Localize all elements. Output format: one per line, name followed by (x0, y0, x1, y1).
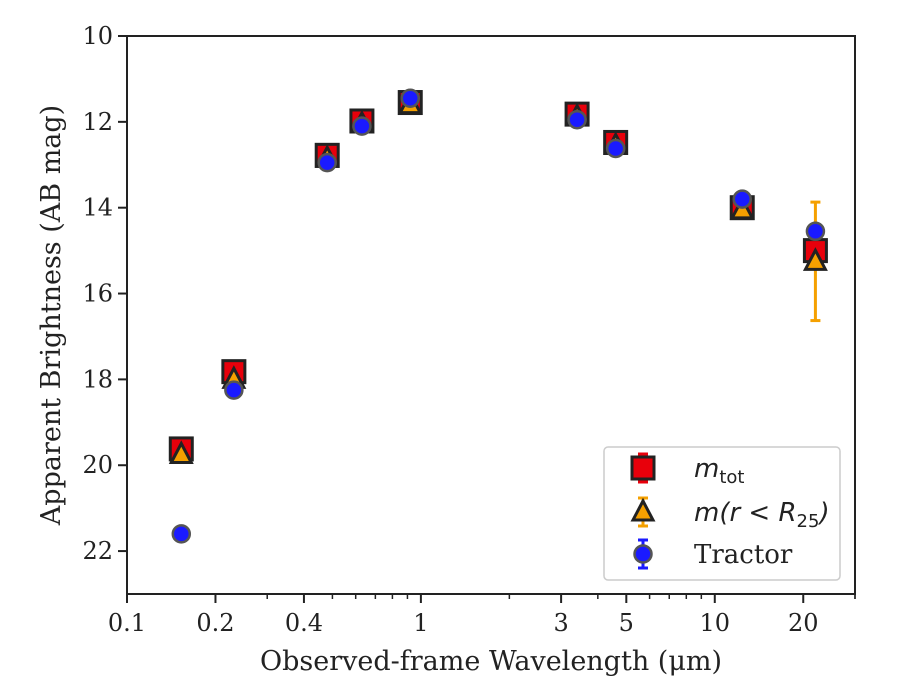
x-tick-label: 3 (553, 609, 568, 637)
legend-square-marker (630, 455, 656, 481)
x-tick-label: 0.2 (196, 609, 234, 637)
y-tick-label: 16 (82, 280, 113, 308)
y-tick-label: 22 (82, 537, 113, 565)
legend-label: m(r < R25) (694, 498, 830, 532)
circle-point (352, 116, 372, 136)
circle-point (224, 380, 244, 400)
legend-label: Tractor (694, 540, 793, 570)
x-tick-label: 1 (413, 609, 428, 637)
circle-point (732, 189, 752, 209)
axis-ticks: 0.1 0.2 0.4 1 3 5 10 20 10 12 14 16 18 20 22 (82, 22, 856, 637)
x-tick-label: 10 (700, 609, 731, 637)
legend-triangle-marker (630, 497, 656, 522)
circle-point (805, 221, 826, 242)
x-tick-label: 5 (619, 609, 634, 637)
y-tick-label: 10 (82, 22, 113, 50)
y-tick-label: 18 (82, 365, 113, 393)
triangle-point (802, 247, 828, 271)
circle-point (171, 524, 192, 544)
data-markers (168, 88, 828, 544)
x-tick-label: 0.1 (108, 609, 146, 637)
y-tick-label: 20 (82, 451, 113, 479)
legend-box (603, 446, 841, 581)
plot-frame (126, 35, 856, 595)
x-tick-label: 0.4 (285, 609, 323, 637)
legend: mtot m(r < R25) Tractor (603, 446, 841, 581)
triangle-point (168, 440, 194, 464)
circle-point (317, 152, 337, 173)
y-tick-label: 14 (82, 194, 113, 222)
x-axis-title: Observed-frame Wavelength (μm) (260, 646, 722, 677)
x-tick-label: 20 (788, 609, 819, 637)
y-tick-label: 12 (82, 108, 113, 136)
circle-point (400, 88, 420, 108)
circle-point (567, 109, 587, 130)
legend-circle-marker (633, 544, 653, 564)
circle-point (605, 138, 626, 159)
y-axis-title: Apparent Brightness (AB mag) (36, 105, 67, 526)
legend-label: mtot (694, 454, 744, 488)
